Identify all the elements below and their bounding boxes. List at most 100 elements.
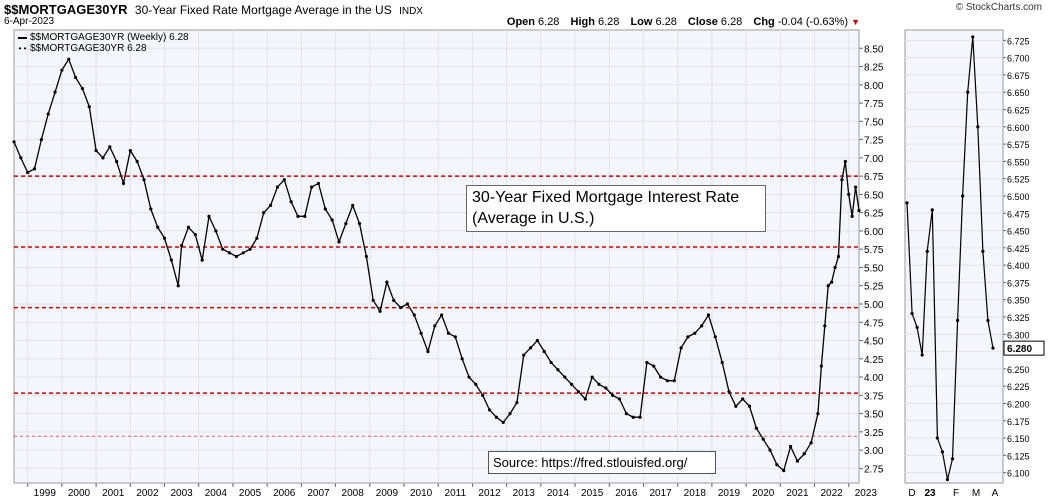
data-point — [149, 207, 153, 211]
ohlc-readout: Open 6.28 High 6.28 Low 6.28 Close 6.28 Chg -… — [499, 16, 860, 28]
data-point — [788, 444, 793, 449]
data-point — [528, 346, 533, 350]
inset-y-tick-label: 6.325 — [1007, 313, 1030, 323]
data-point — [234, 254, 238, 259]
x-tick-label: 1999 — [34, 488, 57, 499]
inset-y-tick-label: 6.500 — [1007, 192, 1030, 202]
inset-y-tick-label: 6.625 — [1007, 106, 1030, 116]
data-point — [19, 156, 23, 160]
close-label: Close — [687, 16, 718, 28]
x-tick-label: 2007 — [307, 488, 330, 499]
data-point — [467, 375, 471, 379]
y-tick-label: 6.25 — [864, 209, 884, 220]
data-point — [39, 137, 43, 142]
data-point — [162, 236, 167, 240]
data-point — [101, 156, 105, 160]
annotation-box: 30-Year Fixed Mortgage Interest Rate (Av… — [466, 185, 766, 232]
data-point — [303, 214, 307, 218]
inset-y-tick-label: 6.425 — [1007, 244, 1030, 254]
data-point — [433, 324, 437, 328]
data-point — [481, 393, 485, 397]
data-point — [46, 112, 50, 116]
low-value: 6.28 — [655, 16, 677, 28]
last-value-label: 6.280 — [1007, 344, 1032, 355]
data-point — [754, 426, 758, 430]
inset-y-tick-label: 6.150 — [1007, 434, 1030, 444]
data-point — [830, 280, 834, 284]
inset-y-tick-label: 6.375 — [1007, 278, 1030, 288]
data-point — [193, 232, 197, 237]
data-point — [227, 251, 232, 255]
data-point — [180, 243, 184, 248]
data-point — [487, 408, 492, 412]
x-tick-label: 2015 — [581, 488, 604, 499]
data-point — [823, 324, 827, 328]
inset-data-point — [976, 125, 980, 129]
y-tick-label: 6.00 — [864, 227, 884, 238]
inset-data-point — [961, 194, 965, 198]
data-point — [453, 335, 457, 339]
inset-data-point — [935, 436, 939, 440]
y-tick-label: 3.25 — [864, 428, 884, 439]
inset-data-point — [930, 208, 934, 212]
annotation-line-2: (Average in U.S.) — [472, 210, 595, 227]
data-point — [385, 280, 389, 284]
data-point — [289, 200, 293, 204]
x-tick-label: 2003 — [171, 488, 194, 499]
data-point — [679, 346, 683, 350]
y-tick-label: 8.50 — [864, 44, 884, 55]
data-point — [658, 375, 663, 379]
inset-data-point — [940, 450, 945, 454]
data-point — [819, 364, 823, 368]
data-point — [700, 324, 704, 328]
chart-legend: $$MORTGAGE30YR (Weekly) 6.28 • • $$MORTGA… — [18, 32, 189, 54]
x-tick-label: 2022 — [821, 488, 844, 499]
inset-data-point — [920, 353, 924, 357]
data-point — [221, 247, 225, 251]
y-tick-label: 3.75 — [864, 391, 884, 402]
data-point — [563, 375, 567, 379]
inset-y-tick-label: 6.100 — [1007, 469, 1030, 479]
data-point — [186, 225, 191, 229]
x-tick-label: 2000 — [68, 488, 91, 499]
down-triangle-icon: ▼ — [851, 17, 860, 27]
data-point — [727, 390, 731, 394]
data-point — [53, 90, 57, 94]
inset-y-tick-label: 6.175 — [1007, 417, 1030, 427]
data-point — [440, 313, 444, 317]
x-tick-label: 2008 — [342, 488, 365, 499]
data-point — [590, 375, 594, 379]
data-point — [768, 448, 772, 452]
data-point — [583, 397, 587, 401]
low-label: Low — [630, 16, 653, 28]
inset-data-point — [915, 325, 919, 329]
data-point — [398, 306, 403, 310]
x-tick-label: 2018 — [684, 488, 707, 499]
x-tick-label: 2002 — [136, 488, 159, 499]
inset-y-tick-label: 6.550 — [1007, 157, 1030, 167]
chg-value: -0.04 (-0.63%) — [777, 16, 849, 28]
inset-data-point — [986, 318, 990, 323]
inset-y-tick-label: 6.450 — [1007, 227, 1030, 237]
inset-data-point — [950, 457, 955, 461]
data-point — [426, 349, 430, 354]
data-point — [761, 437, 765, 441]
inset-data-point — [955, 318, 960, 323]
data-point — [310, 185, 314, 189]
inset-x-tick-label: D — [908, 488, 915, 499]
y-tick-label: 7.25 — [864, 136, 884, 147]
inset-data-point — [905, 201, 909, 205]
data-point — [296, 214, 300, 218]
data-point — [576, 390, 581, 394]
x-tick-label: 2021 — [786, 488, 809, 499]
data-point — [156, 225, 160, 229]
data-point — [87, 105, 91, 109]
y-tick-label: 2.75 — [864, 464, 884, 475]
data-point — [597, 382, 601, 386]
inset-data-point — [991, 346, 995, 350]
data-point — [115, 159, 119, 164]
data-point — [275, 185, 280, 189]
data-point — [60, 68, 64, 72]
data-point — [556, 368, 560, 372]
